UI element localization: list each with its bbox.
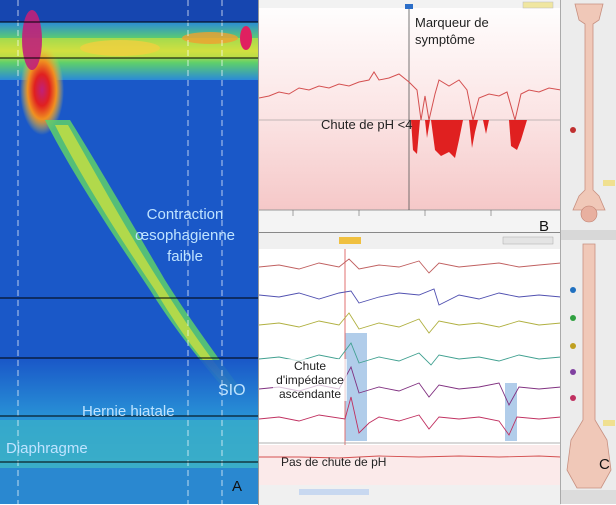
esophagus-schematic-graphic <box>561 0 616 504</box>
label-marqueur-symptome: Marqueur de symptôme <box>415 15 489 47</box>
panel-letter-a: A <box>232 478 243 495</box>
heatmap-graphic <box>0 0 258 504</box>
panel-letter-c: C <box>599 456 610 473</box>
label-hernie-hiatale: Hernie hiatale <box>82 403 175 420</box>
panel-letter-b: B <box>539 218 550 232</box>
panel-b-ph-trace: Marqueur de symptôme Chute de pH <4 B <box>258 0 561 232</box>
label-contraction-oesophagienne: Contraction œsophagienne faible <box>134 206 236 265</box>
panel-d-impedance-trace: Chute d'impédance ascendante Pas de chut… <box>258 232 561 505</box>
label-chute-ph: Chute de pH <4 <box>321 117 413 132</box>
impedance-trace-graphic <box>259 233 561 505</box>
label-sio: SIO <box>218 382 246 399</box>
panel-c-esophagus-schematic: C <box>560 0 616 504</box>
label-pas-chute-ph: Pas de chute de pH <box>281 455 387 469</box>
ph-trace-graphic <box>259 0 561 232</box>
label-diaphragme: Diaphragme <box>6 440 88 457</box>
panel-a-manometry-heatmap: Contraction œsophagienne faible SIO Hern… <box>0 0 258 504</box>
label-chute-impedance-ascendante: Chute d'impédance ascendante <box>273 359 347 401</box>
